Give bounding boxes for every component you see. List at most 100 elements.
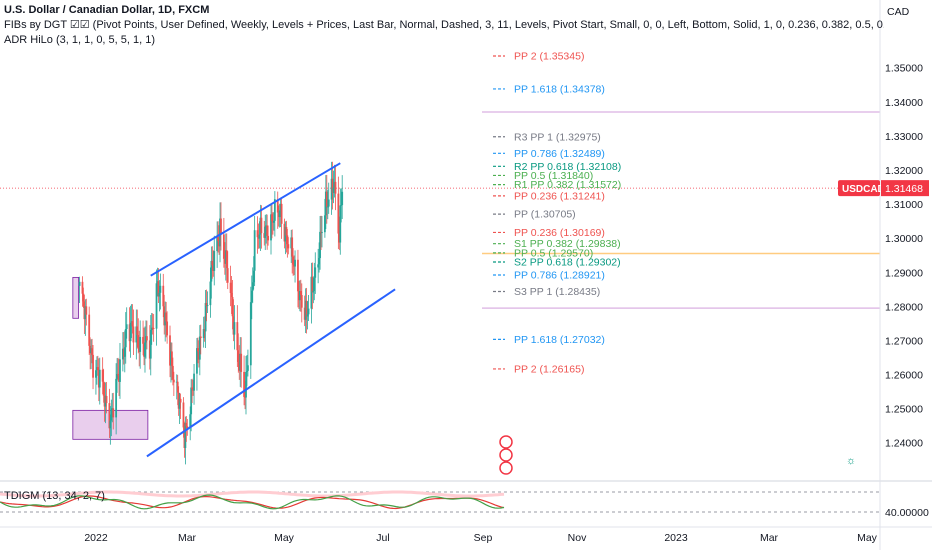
pivot-label-11: PP 0.5 (1.29570) (514, 247, 593, 259)
candle-body (224, 250, 227, 264)
candle-body (109, 420, 112, 429)
x-tick-label: Sep (474, 532, 493, 544)
candle-body (340, 205, 343, 206)
candle-body (292, 256, 295, 265)
pivot-label-5: PP 0.5 (1.31840) (514, 170, 593, 182)
candle-body (305, 300, 308, 317)
candle-body (125, 324, 128, 329)
candle-body (122, 348, 125, 357)
candle-body (334, 181, 337, 194)
candle-body (193, 373, 195, 391)
candle-body (285, 226, 288, 236)
indicator-fibs-label[interactable]: FIBs ву DGT ☑☑ (Pivot Points, User Defin… (4, 19, 884, 31)
candle-body (158, 292, 161, 297)
candle-body (81, 281, 84, 294)
symbol-title[interactable]: U.S. Dollar / Canadian Dollar, 1D, FXCM (4, 4, 210, 16)
osc-rsi-line (0, 494, 505, 510)
candle-body (142, 336, 144, 344)
indicator-adr-label[interactable]: ADR HiLo (3, 1, 1, 0, 5, 5, 1, 1) (4, 34, 156, 46)
candle-body (111, 408, 114, 415)
candle-body (118, 375, 120, 382)
candle-body (135, 326, 138, 343)
candle-body (220, 218, 222, 235)
candle-body (190, 387, 193, 415)
candle-body (222, 234, 225, 259)
candle-body (82, 293, 85, 302)
y-tick-label: 1.35000 (885, 63, 923, 75)
pivot-label-0: PP 2 (1.35345) (514, 50, 584, 62)
candle-body (177, 392, 180, 409)
candle-body (91, 348, 93, 355)
candle-body (211, 260, 214, 266)
candle-body (265, 225, 268, 227)
candle-body (137, 335, 140, 348)
price-axis[interactable]: CAD 1.35000 1.34000 1.33000 1.32000 1.31000 1.… (838, 0, 929, 550)
candle-body (131, 321, 134, 327)
candle-body (192, 389, 194, 391)
candle-body (216, 236, 219, 252)
pivot-label-3: PP 0.786 (1.32489) (514, 148, 605, 160)
y-tick-label: 1.29000 (885, 267, 923, 279)
candle-body (132, 326, 135, 343)
candle-body (236, 322, 239, 351)
osc-value-label: 40.00000 (885, 507, 929, 519)
candle-body (185, 422, 188, 427)
y-tick-label: 1.31000 (885, 199, 923, 211)
candle-body (247, 365, 249, 371)
candle-body (263, 233, 266, 238)
osc-band (0, 490, 505, 498)
candle-body (298, 291, 300, 301)
candle-body (317, 264, 320, 268)
candle-body (312, 290, 315, 293)
candle-body (124, 328, 127, 348)
candle-body (332, 187, 335, 193)
candle-body (96, 367, 99, 370)
pivot-label-12: S2 PP 0.618 (1.29302) (514, 256, 621, 268)
candle-body (204, 302, 207, 332)
candle-body (256, 230, 259, 238)
time-axis[interactable]: 2022 Mar May Jul Sep Nov 2023 Mar May (0, 526, 932, 544)
candle-body (280, 203, 283, 224)
candle-body (291, 237, 294, 257)
candle-body (163, 306, 166, 326)
candle-body (249, 302, 252, 366)
candle-body (298, 291, 301, 301)
x-tick-label: Mar (760, 532, 779, 544)
candle-body (197, 351, 200, 360)
candle-body (240, 353, 243, 372)
candle-body (191, 387, 194, 390)
candle-body (341, 191, 344, 206)
candle-body (306, 314, 309, 317)
symbol-tag-label: USDCAD (842, 184, 885, 195)
candle-body (156, 281, 159, 284)
candle-body (149, 330, 152, 359)
pivot-label-4: R2 PP 0.618 (1.32108) (514, 161, 621, 173)
candle-body (212, 265, 215, 271)
candle-body (300, 295, 303, 308)
pivot-label-16: PP 2 (1.26165) (514, 363, 584, 375)
trendlines[interactable] (146, 162, 396, 458)
candle-body (330, 178, 333, 200)
candle-body (112, 408, 115, 418)
candle-body (278, 210, 281, 218)
candle-body (277, 212, 280, 218)
candle-body (324, 191, 327, 216)
candle-body (225, 250, 228, 269)
candle-body (136, 326, 139, 336)
candle-body (313, 277, 316, 291)
x-tick-label: Jul (376, 532, 389, 544)
candle-body (104, 395, 107, 407)
candle-body (270, 214, 272, 241)
candle-body (176, 381, 179, 393)
candle-body (283, 223, 286, 242)
trendline-upper (150, 162, 341, 277)
candle-body (205, 302, 208, 307)
candle-body (287, 244, 290, 249)
candle-body (119, 359, 121, 382)
candle-body (245, 372, 247, 398)
oscillator-label[interactable]: TDIGM (13, 34, 2, 7) (4, 490, 105, 502)
candle-body (182, 402, 185, 428)
candle-body (250, 290, 253, 303)
y-tick-label: 1.30000 (885, 233, 923, 245)
